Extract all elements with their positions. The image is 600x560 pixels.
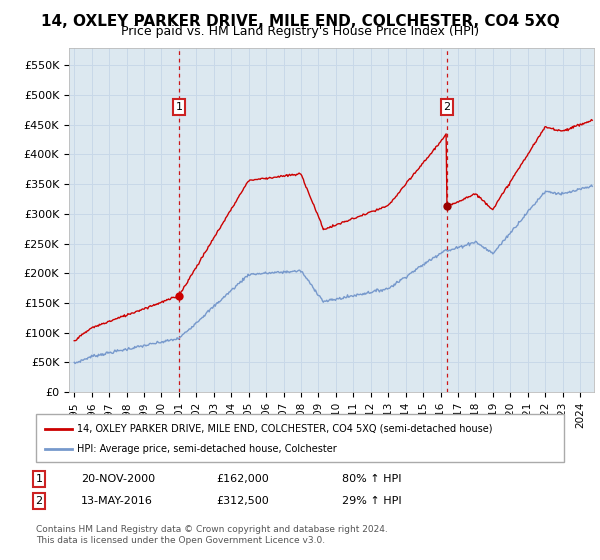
- Text: 1: 1: [175, 102, 182, 112]
- Text: 29% ↑ HPI: 29% ↑ HPI: [342, 496, 401, 506]
- Text: 14, OXLEY PARKER DRIVE, MILE END, COLCHESTER, CO4 5XQ: 14, OXLEY PARKER DRIVE, MILE END, COLCHE…: [41, 14, 559, 29]
- Text: 2: 2: [443, 102, 451, 112]
- Text: 14, OXLEY PARKER DRIVE, MILE END, COLCHESTER, CO4 5XQ (semi-detached house): 14, OXLEY PARKER DRIVE, MILE END, COLCHE…: [77, 424, 493, 433]
- Text: £312,500: £312,500: [216, 496, 269, 506]
- Text: 20-NOV-2000: 20-NOV-2000: [81, 474, 155, 484]
- Text: Contains HM Land Registry data © Crown copyright and database right 2024.
This d: Contains HM Land Registry data © Crown c…: [36, 525, 388, 545]
- Text: 13-MAY-2016: 13-MAY-2016: [81, 496, 153, 506]
- Text: HPI: Average price, semi-detached house, Colchester: HPI: Average price, semi-detached house,…: [77, 444, 337, 454]
- Text: 1: 1: [35, 474, 43, 484]
- Text: 2: 2: [35, 496, 43, 506]
- Text: Price paid vs. HM Land Registry's House Price Index (HPI): Price paid vs. HM Land Registry's House …: [121, 25, 479, 38]
- Text: £162,000: £162,000: [216, 474, 269, 484]
- Text: 80% ↑ HPI: 80% ↑ HPI: [342, 474, 401, 484]
